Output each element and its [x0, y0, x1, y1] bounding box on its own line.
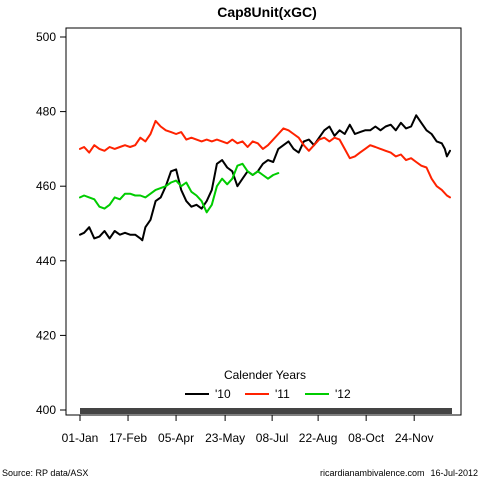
x-tick-label: 05-Apr: [158, 431, 194, 445]
x-axis: 01-Jan 17-Feb 05-Apr 23-May 08-Jul 22-Aug 08-O…: [62, 414, 434, 445]
series-line-2: [79, 162, 280, 214]
x-tick-label: 24-Nov: [395, 431, 434, 445]
x-tick-label: 17-Feb: [109, 431, 147, 445]
legend: Calender Years '10 '11 '12: [185, 368, 351, 401]
legend-label: '11: [275, 387, 290, 401]
x-tick-label: 23-May: [205, 431, 245, 445]
x-axis-rug: [80, 408, 452, 414]
y-tick-label: 420: [36, 328, 56, 342]
legend-items: '10 '11 '12: [185, 387, 351, 401]
y-tick-label: 500: [36, 30, 56, 44]
x-tick-label: 22-Aug: [299, 431, 338, 445]
legend-label: '10: [215, 387, 231, 401]
plot-frame: [65, 27, 462, 416]
footer-date: 16-Jul-2012: [430, 468, 478, 478]
chart-title: Cap8Unit(xGC): [217, 4, 317, 20]
legend-label: '12: [335, 387, 351, 401]
series-lines: [79, 114, 451, 242]
x-tick-label: 08-Oct: [348, 431, 385, 445]
y-tick-label: 440: [36, 254, 56, 268]
y-tick-label: 480: [36, 105, 56, 119]
footer-site: ricardianambivalence.com: [320, 468, 425, 478]
y-axis: 400 420 440 460 480 500: [36, 30, 67, 417]
y-tick-label: 400: [36, 403, 56, 417]
series-line-0: [79, 114, 451, 242]
series-line-1: [79, 119, 451, 199]
legend-title: Calender Years: [224, 368, 306, 382]
x-tick-label: 01-Jan: [62, 431, 99, 445]
x-tick-label: 08-Jul: [256, 431, 289, 445]
footer-source: Source: RP data/ASX: [2, 468, 88, 478]
y-tick-label: 460: [36, 179, 56, 193]
